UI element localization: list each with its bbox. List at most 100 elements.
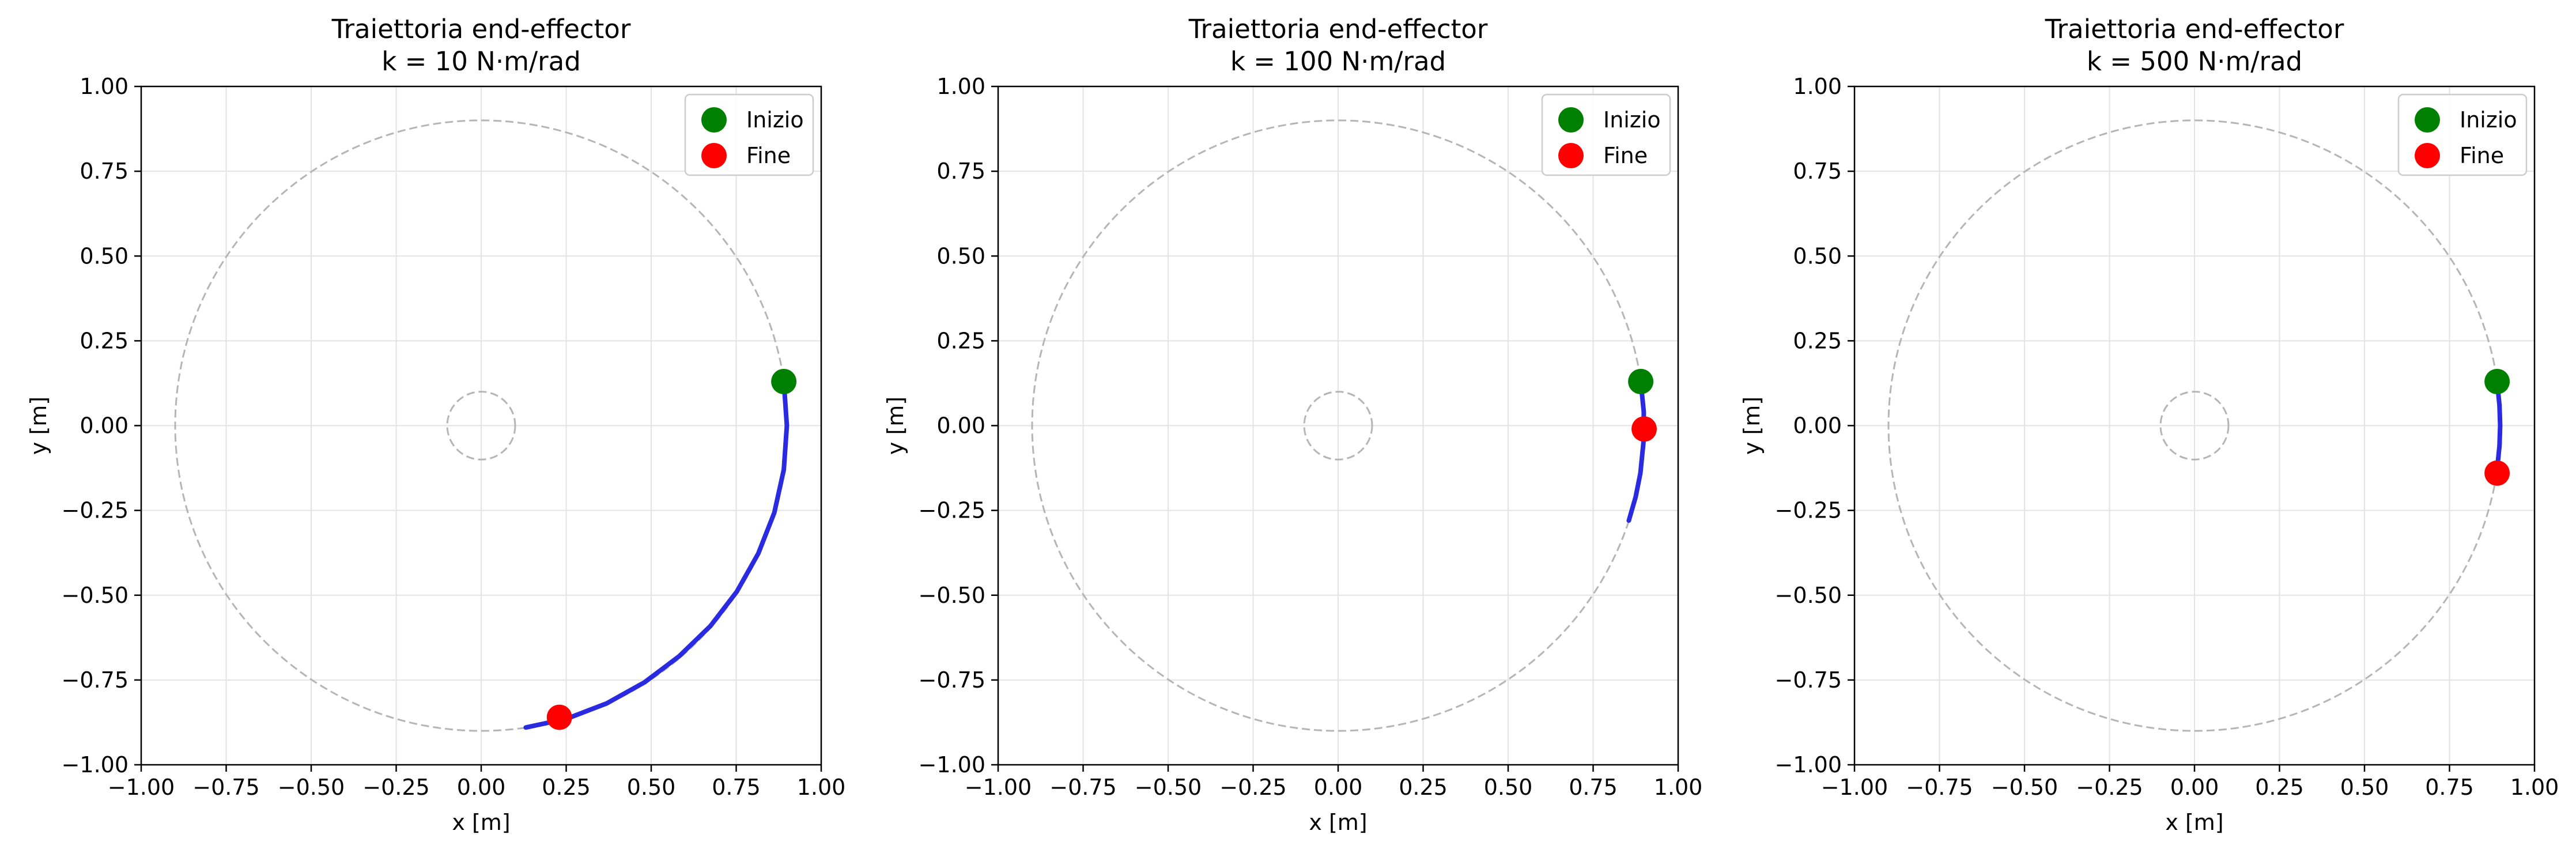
legend-label-fine: Fine xyxy=(1603,143,1648,168)
legend: Inizio Fine xyxy=(1541,93,1671,176)
y-tick-label: 1.00 xyxy=(936,74,985,99)
x-axis-label: x [m] xyxy=(2165,810,2223,835)
x-tick-label: 0.25 xyxy=(2255,775,2304,800)
y-tick-label: −0.75 xyxy=(1775,667,1842,693)
y-tick-label: 0.50 xyxy=(1793,243,1842,269)
legend-label-inizio: Inizio xyxy=(1603,107,1661,133)
y-tick-label: −0.75 xyxy=(62,667,129,693)
y-axis-label: y [m] xyxy=(26,397,51,455)
chart-title-line-1: Traiettoria end-effector xyxy=(331,14,631,44)
chart-panel-3: −1.00 −0.75 −0.50 −0.25 0.00 0.25 0.50 0.75 1.00… xyxy=(1739,14,2559,835)
y-tick-label: 0.50 xyxy=(80,243,129,269)
ticks: −1.00 −0.75 −0.50 −0.25 0.00 0.25 0.50 0.75 1.00… xyxy=(1775,74,2559,800)
reference-circle-2 xyxy=(446,391,516,460)
y-tick-label: 0.75 xyxy=(80,158,129,184)
x-tick-label: −1.00 xyxy=(1821,775,1888,800)
x-tick-label: 1.00 xyxy=(2510,775,2559,800)
x-tick-label: −0.25 xyxy=(362,775,429,800)
x-tick-label: −0.25 xyxy=(1219,775,1286,800)
trajectory-line xyxy=(523,379,790,730)
y-tick-label: −1.00 xyxy=(62,752,129,777)
y-tick-label: 0.25 xyxy=(936,328,985,353)
x-tick-label: −0.75 xyxy=(192,775,259,800)
chart-title-line-2: k = 10 N·m/rad xyxy=(382,46,581,77)
y-tick-label: −1.00 xyxy=(919,752,985,777)
y-tick-label: 1.00 xyxy=(1793,74,1842,99)
x-tick-label: 0.75 xyxy=(2425,775,2474,800)
y-tick-label: 0.00 xyxy=(80,413,129,439)
chart-title: Traiettoria end-effector k = 500 N·m/rad xyxy=(2045,14,2344,77)
y-tick-label: 0.00 xyxy=(936,413,985,439)
legend-swatch-fine xyxy=(2415,143,2440,168)
x-axis-label: x [m] xyxy=(452,810,510,835)
reference-circle-2 xyxy=(1303,391,1373,460)
y-tick-label: 0.75 xyxy=(1793,158,1842,184)
y-tick-label: 0.75 xyxy=(936,158,985,184)
x-tick-label: −0.75 xyxy=(1906,775,1973,800)
marker-inizio xyxy=(2484,368,2510,394)
x-tick-label: −1.00 xyxy=(108,775,175,800)
legend: Inizio Fine xyxy=(684,93,814,176)
x-tick-label: 0.50 xyxy=(1484,775,1533,800)
marker-fine xyxy=(2484,460,2510,486)
legend-label-fine: Fine xyxy=(2460,143,2504,168)
ticks: −1.00 −0.75 −0.50 −0.25 0.00 0.25 0.50 0.75 1.00… xyxy=(919,74,1703,800)
chart-title: Traiettoria end-effector k = 100 N·m/rad xyxy=(1188,14,1488,77)
x-tick-label: 0.00 xyxy=(2170,775,2219,800)
x-axis-label: x [m] xyxy=(1309,810,1367,835)
y-tick-label: −0.25 xyxy=(919,498,985,523)
marker-fine xyxy=(1631,416,1657,442)
legend-swatch-inizio xyxy=(701,107,727,133)
legend-label-fine: Fine xyxy=(746,143,791,168)
y-axis-label: y [m] xyxy=(1739,397,1765,455)
chart-title-line-2: k = 500 N·m/rad xyxy=(2087,46,2302,77)
y-tick-label: 0.25 xyxy=(80,328,129,353)
legend-swatch-inizio xyxy=(2415,107,2440,133)
y-tick-label: −0.50 xyxy=(919,583,985,608)
x-tick-label: −0.50 xyxy=(278,775,345,800)
chart-title-line-1: Traiettoria end-effector xyxy=(1188,14,1488,44)
x-tick-label: −0.50 xyxy=(1991,775,2058,800)
reference-circle-2 xyxy=(2159,391,2230,460)
legend-label-inizio: Inizio xyxy=(2460,107,2517,133)
ticks: −1.00 −0.75 −0.50 −0.25 0.00 0.25 0.50 0.75 1.00… xyxy=(62,74,846,800)
chart-title-line-2: k = 100 N·m/rad xyxy=(1230,46,1446,77)
legend-swatch-inizio xyxy=(1558,107,1584,133)
x-tick-label: 0.00 xyxy=(1314,775,1363,800)
trajectory-line xyxy=(2494,379,2503,475)
chart-title-line-1: Traiettoria end-effector xyxy=(2045,14,2344,44)
y-tick-label: −0.25 xyxy=(62,498,129,523)
x-tick-label: 0.00 xyxy=(457,775,506,800)
x-tick-label: 0.50 xyxy=(627,775,676,800)
legend: Inizio Fine xyxy=(2397,93,2528,176)
legend-swatch-fine xyxy=(701,143,727,168)
x-tick-label: −0.75 xyxy=(1049,775,1116,800)
chart-title: Traiettoria end-effector k = 10 N·m/rad xyxy=(331,14,631,77)
marker-fine xyxy=(546,704,572,730)
y-tick-label: 0.50 xyxy=(936,243,985,269)
x-tick-label: −0.25 xyxy=(2076,775,2143,800)
y-tick-label: −0.50 xyxy=(1775,583,1842,608)
x-tick-label: 0.25 xyxy=(542,775,591,800)
marker-inizio xyxy=(1628,368,1654,394)
panels: −1.00 −0.75 −0.50 −0.25 0.00 0.25 0.50 0.75 1.00… xyxy=(26,14,2559,835)
chart-panel-1: −1.00 −0.75 −0.50 −0.25 0.00 0.25 0.50 0.75 1.00… xyxy=(26,14,845,835)
x-tick-label: −0.50 xyxy=(1135,775,1202,800)
y-tick-label: 1.00 xyxy=(80,74,129,99)
x-tick-label: −1.00 xyxy=(965,775,1032,800)
y-tick-label: 0.25 xyxy=(1793,328,1842,353)
plot-area xyxy=(174,119,797,732)
y-tick-label: −0.25 xyxy=(1775,498,1842,523)
x-tick-label: 0.75 xyxy=(1569,775,1618,800)
x-tick-label: 1.00 xyxy=(1654,775,1703,800)
y-axis-label: y [m] xyxy=(883,397,908,455)
x-tick-label: 1.00 xyxy=(797,775,846,800)
y-tick-label: −1.00 xyxy=(1775,752,1842,777)
trajectory-line xyxy=(1626,379,1646,523)
x-tick-label: 0.50 xyxy=(2340,775,2389,800)
marker-inizio xyxy=(771,368,797,394)
y-tick-label: −0.75 xyxy=(919,667,985,693)
legend-swatch-fine xyxy=(1558,143,1584,168)
